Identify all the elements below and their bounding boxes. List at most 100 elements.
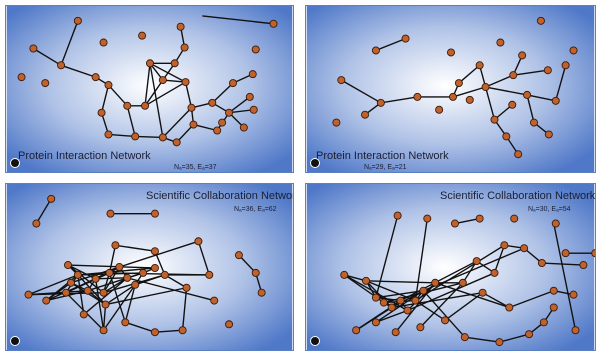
- network-edge: [149, 62, 186, 83]
- network-node: [508, 100, 517, 109]
- network-node: [505, 303, 514, 312]
- network-node: [158, 133, 167, 142]
- network-edge: [108, 245, 117, 274]
- network-edge: [211, 82, 234, 104]
- network-node: [150, 263, 159, 272]
- network-node: [138, 31, 147, 40]
- network-edge: [375, 37, 406, 52]
- network-edge: [340, 79, 382, 104]
- network-edge: [454, 217, 480, 225]
- network-edge: [108, 272, 126, 323]
- network-node: [234, 251, 243, 260]
- network-node: [435, 105, 444, 114]
- network-node: [182, 283, 191, 292]
- panel-stats: Nₐ=29, Eₐ=21: [364, 164, 407, 171]
- network-node: [172, 138, 181, 147]
- network-edge: [124, 284, 136, 323]
- network-node: [115, 262, 124, 272]
- network-edge: [60, 20, 79, 66]
- panel-collaboration-network-1: Scientific Collaboration Network Nₐ=36, …: [5, 183, 294, 351]
- network-node: [454, 79, 463, 88]
- network-edge: [67, 264, 96, 280]
- network-node: [544, 130, 553, 139]
- network-edge: [415, 300, 446, 321]
- network-edge: [462, 260, 478, 284]
- network-node: [150, 209, 159, 218]
- network-node: [571, 326, 580, 335]
- network-edge: [553, 223, 577, 331]
- network-edge: [95, 277, 128, 280]
- network-edge: [127, 277, 215, 302]
- network-edge: [434, 282, 510, 309]
- network-edge: [228, 109, 254, 114]
- network-edge: [419, 282, 464, 328]
- network-node: [123, 273, 132, 282]
- network-node: [141, 101, 150, 110]
- network-node: [502, 132, 511, 141]
- network-edge: [102, 266, 120, 294]
- network-edge: [108, 133, 136, 138]
- network-node: [537, 259, 546, 268]
- network-edge: [193, 123, 218, 132]
- network-graph-4: [306, 184, 595, 350]
- network-node: [24, 290, 33, 299]
- network-edge: [28, 290, 88, 296]
- network-edge: [126, 105, 136, 137]
- network-edge: [513, 69, 548, 76]
- network-edge: [144, 81, 186, 107]
- network-node: [549, 303, 558, 312]
- network-edge: [380, 96, 418, 104]
- network-node: [145, 59, 154, 68]
- network-edge: [100, 84, 110, 113]
- network-node: [121, 318, 130, 327]
- network-node: [569, 290, 578, 299]
- network-node: [104, 130, 113, 139]
- panel-protein-network-2: Protein Interaction Network Nₐ=29, Eₐ=21: [305, 5, 596, 173]
- network-edge: [35, 198, 52, 224]
- network-node: [393, 211, 402, 220]
- network-edge: [485, 74, 514, 88]
- network-graph-3: [6, 184, 293, 350]
- network-node: [579, 261, 588, 270]
- network-node: [460, 333, 469, 342]
- network-edge: [423, 247, 525, 292]
- network-node: [66, 278, 75, 287]
- network-node: [431, 278, 440, 287]
- network-node: [478, 288, 487, 297]
- network-node: [83, 286, 92, 295]
- network-node: [441, 316, 450, 325]
- network-edge: [422, 290, 466, 338]
- network-node: [41, 79, 50, 88]
- network-node: [32, 219, 41, 228]
- network-node: [490, 115, 499, 124]
- network-edge: [33, 47, 62, 66]
- network-node: [101, 300, 110, 309]
- network-node: [561, 249, 570, 258]
- network-node: [187, 103, 196, 112]
- network-node: [448, 92, 457, 101]
- network-edge: [102, 304, 107, 331]
- panel-collaboration-network-2: Scientific Collaboration Network Nₐ=30, …: [305, 183, 596, 351]
- panel-title: Protein Interaction Network: [316, 150, 449, 162]
- network-node: [131, 132, 140, 141]
- network-edge: [105, 284, 136, 306]
- network-node: [62, 288, 71, 297]
- network-node: [91, 274, 100, 283]
- network-node: [257, 288, 266, 297]
- network-node: [251, 268, 260, 277]
- gear-icon: [310, 336, 320, 346]
- network-node: [446, 48, 455, 57]
- network-node: [213, 126, 222, 135]
- network-edge: [464, 336, 500, 343]
- network-node: [337, 76, 346, 85]
- network-node: [249, 105, 258, 114]
- network-node: [509, 71, 518, 80]
- network-node: [371, 46, 380, 55]
- network-node: [523, 90, 532, 99]
- network-node: [57, 61, 66, 70]
- panel-protein-network-1: Protein Interaction Network Nₐ=35, Eₐ=37: [5, 5, 294, 173]
- network-edge: [391, 292, 483, 309]
- network-node: [97, 108, 106, 117]
- network-edge: [197, 241, 210, 276]
- network-node: [525, 330, 534, 339]
